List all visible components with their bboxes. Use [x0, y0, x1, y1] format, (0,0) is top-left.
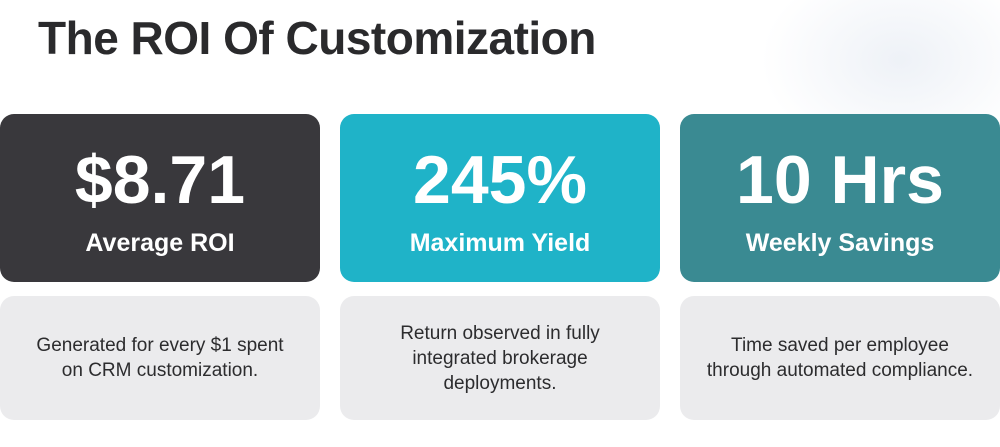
stat-label: Weekly Savings — [745, 229, 935, 257]
description-card-maximum-yield: Return observed in fully integrated brok… — [340, 296, 660, 420]
stat-card-average-roi: $8.71 Average ROI — [0, 114, 320, 282]
stat-label: Maximum Yield — [409, 229, 591, 257]
description-card-average-roi: Generated for every $1 spent on CRM cust… — [0, 296, 320, 420]
stat-value: 10 Hrs — [736, 142, 944, 218]
stat-label: Average ROI — [85, 229, 235, 257]
stat-value: $8.71 — [74, 142, 246, 218]
description-text: Generated for every $1 spent on CRM cust… — [36, 335, 284, 381]
description-card-weekly-savings: Time saved per employee through automate… — [680, 296, 1000, 420]
page-title: The ROI Of Customization — [38, 12, 596, 64]
description-text: Return observed in fully integrated brok… — [400, 322, 600, 394]
stat-value: 245% — [413, 142, 587, 218]
stat-card-weekly-savings: 10 Hrs Weekly Savings — [680, 114, 1000, 282]
description-text: Time saved per employee through automate… — [706, 335, 974, 381]
stat-card-maximum-yield: 245% Maximum Yield — [340, 114, 660, 282]
